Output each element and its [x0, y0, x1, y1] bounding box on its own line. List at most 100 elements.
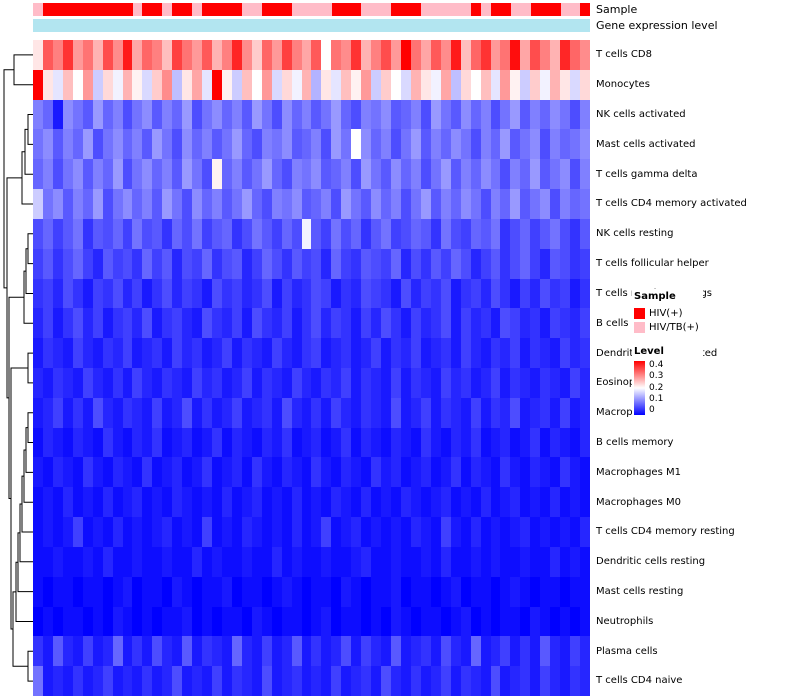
heatmap-cell	[301, 397, 312, 428]
heatmap-cell	[371, 397, 382, 428]
heatmap-cell	[311, 278, 322, 309]
heatmap-cell	[470, 517, 481, 547]
sample-annotation-cell	[42, 3, 53, 16]
heatmap-cell	[410, 666, 421, 696]
heatmap-cell	[500, 159, 511, 190]
heatmap-cell	[391, 189, 402, 219]
heatmap-cell	[460, 189, 471, 219]
heatmap-cell	[321, 189, 332, 219]
heatmap-cell	[540, 129, 551, 160]
heatmap-cell	[410, 368, 421, 398]
heatmap-cell	[92, 248, 103, 279]
heatmap-cell	[142, 457, 153, 488]
heatmap-cell	[172, 40, 183, 70]
heatmap-cell	[450, 397, 461, 428]
heatmap-cell	[152, 189, 163, 219]
heatmap-cell	[132, 338, 143, 368]
heatmap-cell	[212, 69, 222, 100]
heatmap-cell	[361, 40, 372, 70]
heatmap-cell	[102, 666, 113, 696]
heatmap-cell	[450, 576, 461, 607]
heatmap-cell	[470, 368, 481, 398]
heatmap-cell	[172, 397, 183, 428]
heatmap-cell	[251, 248, 262, 279]
heatmap-cell	[162, 40, 173, 70]
heatmap-cell	[381, 308, 392, 339]
heatmap-cell	[480, 218, 491, 249]
heatmap-cell	[241, 99, 252, 130]
heatmap-cell	[122, 40, 133, 70]
heatmap-cell	[520, 248, 531, 279]
heatmap-cell	[341, 517, 352, 547]
heatmap-cell	[142, 427, 153, 458]
heatmap-cell	[490, 517, 501, 547]
heatmap-cell	[261, 546, 272, 577]
heatmap-cell	[520, 606, 531, 637]
sample-annotation-cell	[421, 3, 432, 16]
sample-annotation-cell	[132, 3, 143, 16]
heatmap-cell	[261, 487, 272, 518]
heatmap-cell	[62, 397, 73, 428]
heatmap-cell	[331, 457, 342, 488]
heatmap-cell	[560, 546, 571, 577]
heatmap-cell	[580, 427, 590, 458]
heatmap-cell	[510, 218, 521, 249]
heatmap-cell	[162, 576, 173, 607]
heatmap-cell	[440, 606, 451, 637]
heatmap-cell	[192, 308, 203, 339]
heatmap-cell	[82, 248, 93, 279]
heatmap-cell	[62, 517, 73, 547]
heatmap-cell	[192, 636, 203, 667]
heatmap-cell	[361, 129, 372, 160]
heatmap-cell	[271, 308, 282, 339]
heatmap-cell	[510, 129, 521, 160]
heatmap-cell	[182, 427, 193, 458]
heatmap-cell	[152, 99, 163, 130]
heatmap-cell	[152, 517, 163, 547]
heatmap-cell	[152, 69, 163, 100]
heatmap-cell	[331, 427, 342, 458]
heatmap-cell	[510, 397, 521, 428]
heatmap-cell	[580, 487, 590, 518]
heatmap-cell	[82, 546, 93, 577]
heatmap-cell	[33, 397, 43, 428]
heatmap-cell	[72, 457, 83, 488]
heatmap-cell	[520, 189, 531, 219]
heatmap-cell	[182, 69, 193, 100]
heatmap-cell	[420, 368, 431, 398]
heatmap-cell	[351, 40, 362, 70]
heatmap-cell	[33, 99, 43, 130]
heatmap-cell	[530, 338, 541, 368]
heatmap-cell	[132, 636, 143, 667]
heatmap-cell	[371, 129, 382, 160]
heatmap-cell	[72, 636, 83, 667]
heatmap-cell	[132, 457, 143, 488]
heatmap-cell	[480, 40, 491, 70]
heatmap-cell	[371, 457, 382, 488]
heatmap-cell	[281, 546, 292, 577]
heatmap-cell	[480, 457, 491, 488]
heatmap-cell	[580, 338, 590, 368]
heatmap-cell	[33, 248, 43, 279]
heatmap-cell	[401, 159, 411, 190]
heatmap-cell	[33, 636, 43, 667]
heatmap-cell	[291, 308, 302, 339]
heatmap-cell	[341, 99, 352, 130]
heatmap-cell	[82, 159, 93, 190]
heatmap-cell	[381, 487, 392, 518]
heatmap-cell	[570, 308, 581, 339]
heatmap-cell	[351, 278, 362, 309]
heatmap-cell	[391, 129, 402, 160]
sample-annotation-cell	[321, 3, 332, 16]
heatmap-cell	[420, 159, 431, 190]
heatmap-cell	[251, 457, 262, 488]
heatmap-cell	[311, 338, 322, 368]
heatmap-cell	[281, 129, 292, 160]
heatmap-cell	[261, 129, 272, 160]
heatmap-cell	[520, 576, 531, 607]
heatmap-cell	[530, 576, 541, 607]
heatmap-cell	[271, 40, 282, 70]
heatmap-cell	[391, 427, 402, 458]
heatmap-cell	[520, 308, 531, 339]
heatmap-cell	[311, 69, 322, 100]
